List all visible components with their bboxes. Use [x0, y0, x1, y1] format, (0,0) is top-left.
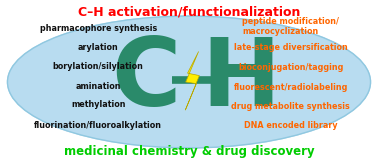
- Text: H: H: [201, 34, 280, 126]
- Text: medicinal chemistry & drug discovery: medicinal chemistry & drug discovery: [64, 144, 314, 158]
- Text: C: C: [112, 34, 181, 126]
- Polygon shape: [185, 51, 199, 110]
- Text: bioconjugation/tagging: bioconjugation/tagging: [238, 63, 344, 72]
- Text: pharmacophore synthesis: pharmacophore synthesis: [40, 24, 157, 33]
- Text: drug metabolite synthesis: drug metabolite synthesis: [231, 102, 350, 111]
- Text: arylation: arylation: [78, 43, 119, 52]
- Ellipse shape: [8, 16, 370, 148]
- Text: C–H activation/functionalization: C–H activation/functionalization: [78, 6, 300, 19]
- Text: fluorination/fluoroalkylation: fluorination/fluoroalkylation: [34, 121, 162, 130]
- Text: peptide modification/
macrocyclization: peptide modification/ macrocyclization: [242, 17, 339, 36]
- Text: methylation: methylation: [71, 100, 125, 109]
- Text: late-stage diversification: late-stage diversification: [234, 43, 348, 52]
- Text: DNA encoded library: DNA encoded library: [244, 121, 338, 130]
- Text: amination: amination: [76, 82, 121, 91]
- Text: fluorescent/radiolabeling: fluorescent/radiolabeling: [234, 83, 348, 92]
- Text: borylation/silylation: borylation/silylation: [53, 62, 144, 71]
